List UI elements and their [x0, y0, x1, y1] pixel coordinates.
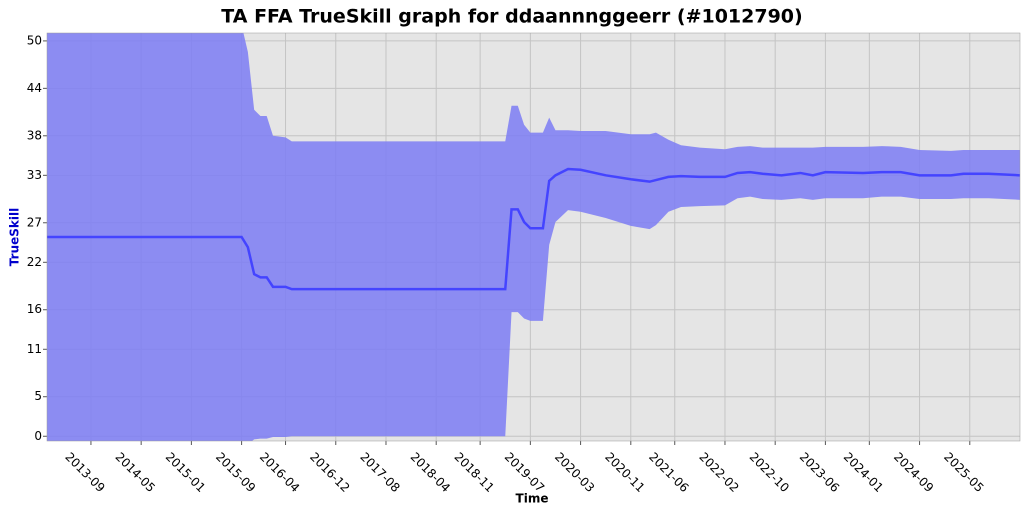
y-tick-label: 33 — [27, 168, 42, 182]
y-tick-label: 22 — [27, 255, 42, 269]
x-tick-label: 2024-09 — [891, 450, 936, 495]
x-tick-label: 2025-05 — [941, 450, 986, 495]
x-tick-label: 2022-02 — [696, 450, 741, 495]
y-tick-label: 5 — [34, 389, 42, 403]
plot-marks — [47, 33, 1020, 441]
x-tick-label: 2020-11 — [602, 450, 647, 495]
confidence-band — [47, 33, 1020, 441]
x-tick-label: 2016-04 — [257, 450, 302, 495]
mean-line — [47, 167, 1020, 291]
x-tick-label: 2022-10 — [747, 450, 792, 495]
x-tick-label: 2015-09 — [213, 450, 258, 495]
x-axis-label: Time — [516, 492, 549, 506]
x-tick-label: 2018-11 — [452, 450, 497, 495]
y-tick-label: 44 — [27, 81, 42, 95]
x-tick-label: 2020-03 — [552, 450, 597, 495]
x-tick-label: 2016-12 — [307, 450, 352, 495]
x-tick-label: 2018-04 — [408, 450, 453, 495]
y-tick-label: 0 — [34, 429, 42, 443]
x-tick-label: 2023-06 — [797, 450, 842, 495]
x-tick-label: 2017-08 — [357, 450, 402, 495]
x-tick-label: 2015-01 — [163, 450, 208, 495]
y-tick-label: 27 — [27, 215, 42, 229]
y-axis-label: TrueSkill — [8, 208, 22, 266]
y-tick-label: 11 — [27, 342, 42, 356]
y-tick-label: 16 — [27, 302, 42, 316]
chart-title: TA FFA TrueSkill graph for ddaannnggeerr… — [221, 6, 802, 28]
x-tick-label: 2019-07 — [502, 450, 547, 495]
x-tick-label: 2014-05 — [113, 450, 158, 495]
x-tick-label: 2021-06 — [646, 450, 691, 495]
x-tick-label: 2013-09 — [62, 450, 107, 495]
y-tick-label: 38 — [27, 128, 42, 142]
y-tick-label: 50 — [27, 33, 42, 47]
x-tick-label: 2024-01 — [841, 450, 886, 495]
plot-border — [46, 32, 1021, 442]
